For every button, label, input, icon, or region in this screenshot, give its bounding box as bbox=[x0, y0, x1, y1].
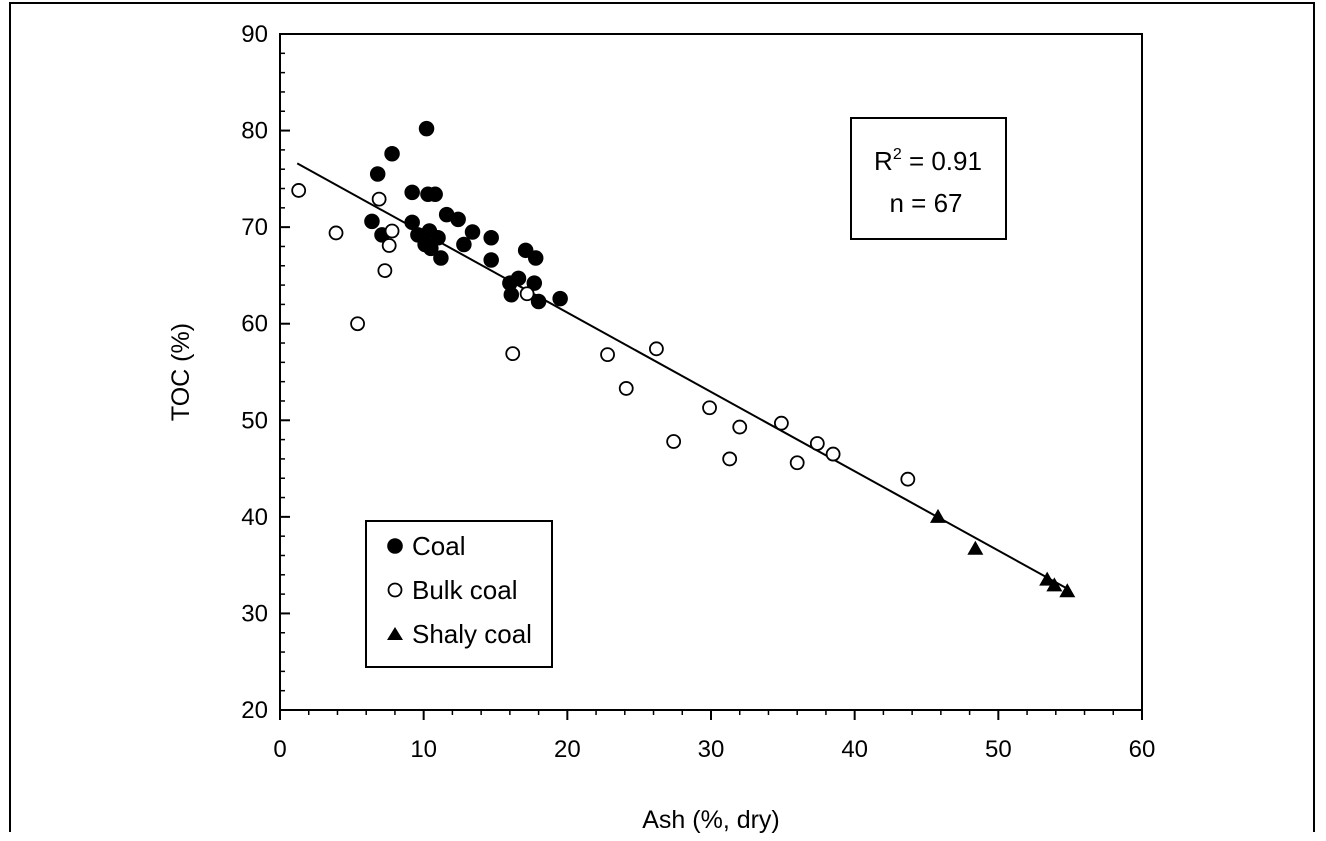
y-axis: 20 30 40 50 60 70 80 90 bbox=[241, 21, 290, 724]
legend-bulk-coal-label: Bulk coal bbox=[412, 575, 518, 605]
r-squared-label: R2 = 0.91 bbox=[874, 146, 982, 176]
x-tick-label: 60 bbox=[1129, 736, 1156, 763]
coal-point bbox=[527, 250, 544, 266]
x-tick-label: 20 bbox=[554, 736, 581, 763]
bulk-coal-point bbox=[328, 225, 344, 241]
coal-point bbox=[450, 211, 466, 228]
data-points bbox=[291, 120, 1076, 598]
coal-point bbox=[369, 166, 386, 182]
coal-point bbox=[483, 230, 499, 246]
y-tick-label: 90 bbox=[241, 21, 268, 48]
legend: Coal Bulk coal Shaly coal bbox=[365, 520, 553, 668]
coal-point bbox=[517, 242, 534, 259]
coal-point bbox=[404, 214, 420, 231]
x-tick-label: 30 bbox=[698, 736, 725, 763]
r-squared-prefix: R bbox=[874, 146, 893, 176]
bulk-coal-point bbox=[381, 238, 397, 253]
y-tick-label: 80 bbox=[241, 118, 268, 145]
bulk-coal-point bbox=[649, 341, 664, 357]
bulk-coal-point bbox=[722, 451, 738, 467]
bulk-coal-point bbox=[900, 471, 916, 487]
bulk-coal-point bbox=[600, 347, 615, 363]
y-axis-title: TOC (%) bbox=[167, 323, 195, 421]
y-tick-label: 20 bbox=[241, 697, 268, 724]
coal-point bbox=[530, 293, 547, 310]
bulk-coal-point bbox=[291, 183, 307, 198]
bulk-coal-point bbox=[732, 419, 748, 435]
stats-box: R2 = 0.91 n = 67 bbox=[850, 117, 1007, 240]
bulk-coal-point bbox=[519, 286, 535, 302]
bulk-coal-point bbox=[809, 436, 825, 451]
y-tick-label: 70 bbox=[241, 214, 268, 241]
coal-point bbox=[456, 236, 472, 253]
r-squared-superscript: 2 bbox=[893, 146, 902, 163]
bulk-coal-point bbox=[702, 400, 717, 416]
shaly-coal-point bbox=[929, 508, 946, 523]
coal-point bbox=[503, 286, 520, 303]
coal-point bbox=[364, 213, 380, 230]
shaly-coal-point bbox=[967, 540, 984, 555]
bulk-coal-point bbox=[505, 346, 521, 362]
coal-point bbox=[526, 275, 543, 291]
bulk-coal-point bbox=[350, 316, 365, 332]
bulk-coal-point bbox=[384, 223, 400, 239]
coal-point bbox=[552, 290, 568, 307]
bulk-coal-point bbox=[666, 434, 682, 449]
stats-box-border bbox=[850, 117, 1007, 240]
n-label: n = 67 bbox=[889, 188, 962, 218]
shaly-coal-point bbox=[1039, 571, 1056, 586]
minor-ticks bbox=[280, 52, 1115, 715]
coal-point bbox=[483, 252, 499, 268]
bulk-coal-point bbox=[371, 191, 387, 207]
coal-point bbox=[423, 240, 439, 257]
coal-point bbox=[404, 184, 420, 201]
x-tick-label: 10 bbox=[410, 736, 437, 763]
r-squared-value: = 0.91 bbox=[902, 146, 982, 176]
y-tick-label: 40 bbox=[241, 504, 268, 531]
x-tick-label: 40 bbox=[841, 736, 868, 763]
bulk-coal-point bbox=[377, 263, 393, 279]
coal-point bbox=[384, 145, 400, 162]
bulk-coal-point bbox=[773, 415, 789, 431]
y-tick-label: 60 bbox=[241, 311, 268, 338]
legend-coal-label: Coal bbox=[412, 531, 465, 561]
x-axis: 0 10 20 30 40 50 60 bbox=[273, 710, 1155, 763]
x-tick-label: 0 bbox=[273, 736, 286, 763]
legend-bulk-coal-marker bbox=[387, 582, 403, 598]
figure-frame bbox=[9, 2, 1315, 832]
bulk-coal-point bbox=[825, 446, 841, 462]
coal-point bbox=[510, 270, 527, 287]
coal-point bbox=[418, 120, 435, 137]
bulk-coal-point bbox=[618, 381, 634, 396]
bulk-coal-point bbox=[789, 455, 805, 471]
coal-point bbox=[427, 186, 443, 203]
coal-point bbox=[430, 230, 446, 246]
x-axis-title: Ash (%, dry) bbox=[642, 806, 780, 834]
y-tick-label: 50 bbox=[241, 407, 268, 434]
legend-shaly-coal-label: Shaly coal bbox=[412, 619, 532, 649]
shaly-coal-point bbox=[1059, 583, 1076, 598]
y-tick-label: 30 bbox=[241, 600, 268, 627]
coal-point bbox=[433, 250, 449, 266]
legend-shaly-coal-marker bbox=[387, 627, 403, 640]
legend-coal-marker bbox=[387, 538, 403, 554]
x-tick-label: 50 bbox=[985, 736, 1012, 763]
coal-point bbox=[464, 224, 481, 240]
shaly-coal-point bbox=[1046, 577, 1063, 592]
